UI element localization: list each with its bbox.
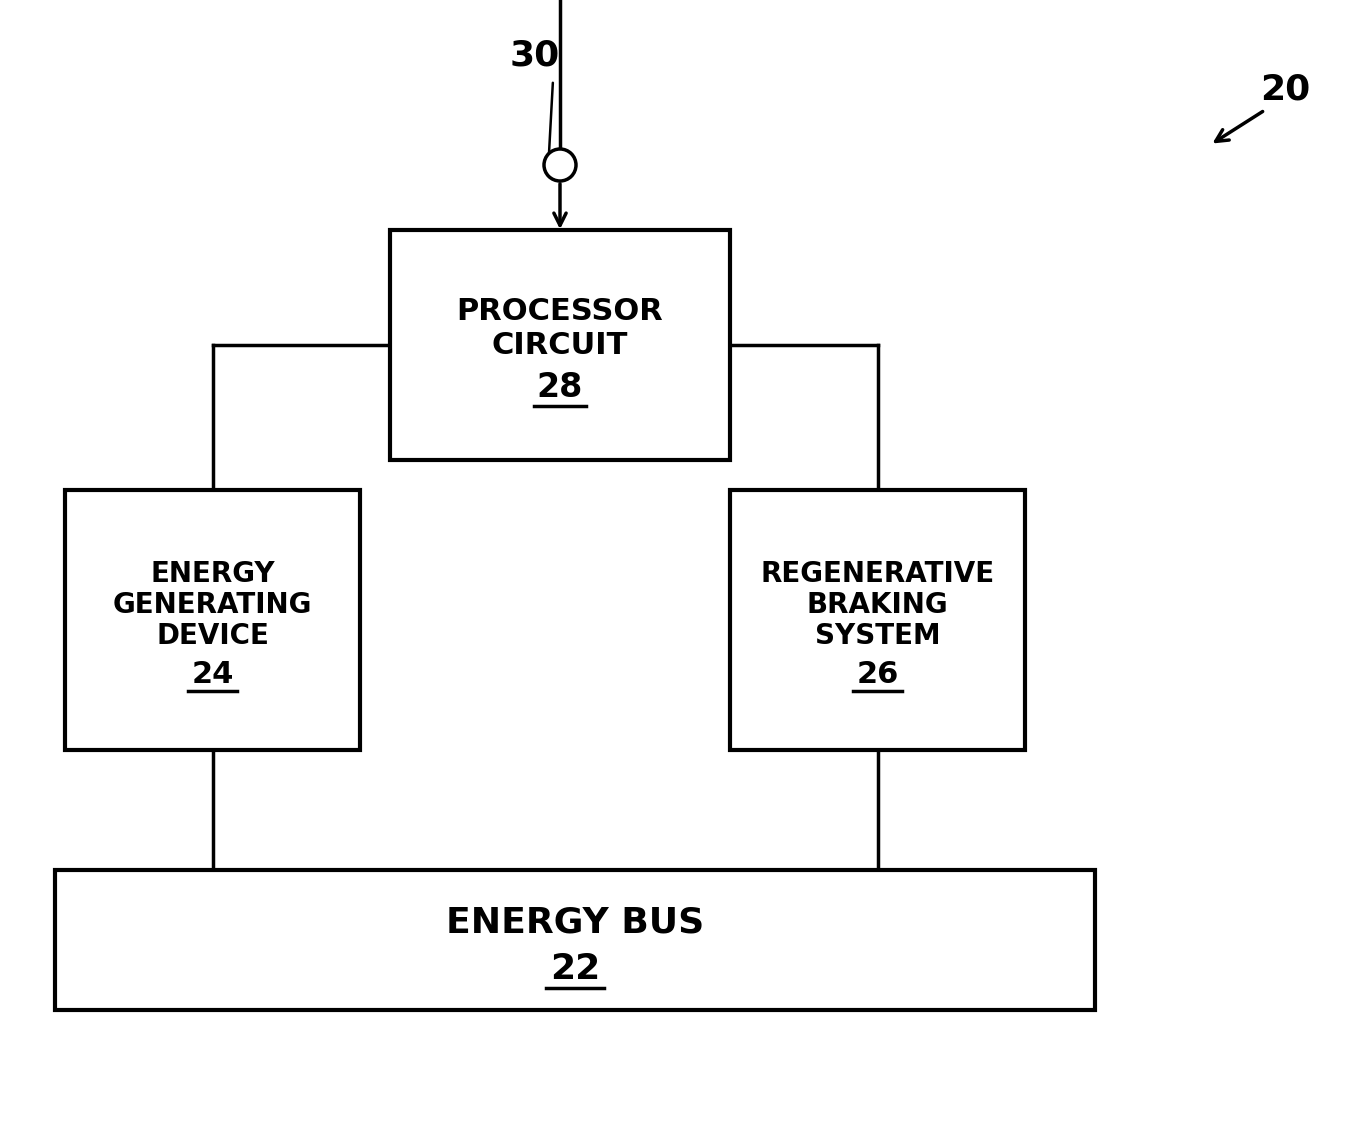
Text: DEVICE: DEVICE xyxy=(156,622,268,650)
Bar xyxy=(64,490,360,750)
Text: 20: 20 xyxy=(1259,73,1310,107)
Bar xyxy=(55,870,1095,1010)
Text: BRAKING: BRAKING xyxy=(806,591,949,619)
Text: SYSTEM: SYSTEM xyxy=(815,622,941,650)
Text: 30: 30 xyxy=(509,38,560,72)
Text: ENERGY BUS: ENERGY BUS xyxy=(446,906,704,940)
Circle shape xyxy=(543,149,576,181)
Text: 22: 22 xyxy=(550,952,600,986)
Text: 28: 28 xyxy=(537,371,583,404)
Text: 26: 26 xyxy=(857,660,898,689)
Text: ENERGY: ENERGY xyxy=(151,560,275,588)
Text: GENERATING: GENERATING xyxy=(112,591,312,619)
Bar xyxy=(730,490,1025,750)
Text: REGENERATIVE: REGENERATIVE xyxy=(760,560,994,588)
Text: CIRCUIT: CIRCUIT xyxy=(491,331,628,360)
Text: PROCESSOR: PROCESSOR xyxy=(457,297,664,326)
Text: 24: 24 xyxy=(192,660,234,689)
Bar xyxy=(390,230,730,460)
